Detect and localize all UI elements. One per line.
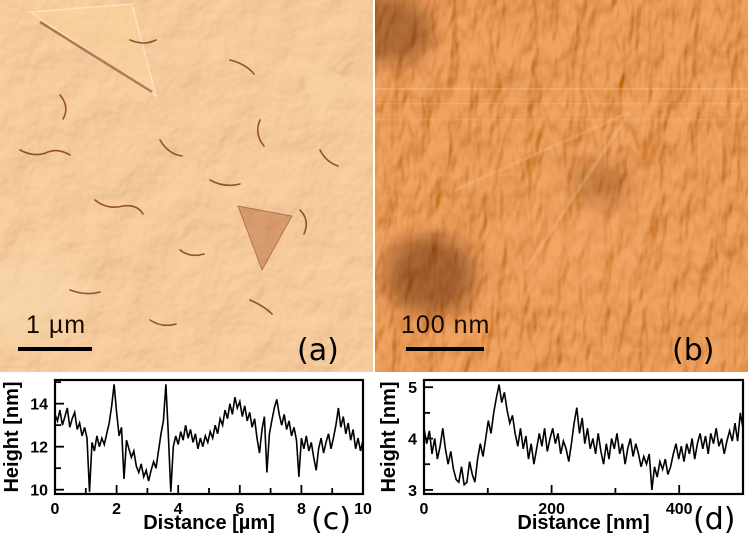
- y-tick-label: 5: [408, 380, 417, 397]
- chart-d-yaxis-title: Height [nm]: [378, 381, 400, 493]
- afm-b-shading: [375, 0, 645, 315]
- y-tick-label: 10: [30, 483, 48, 500]
- panel-letter-c: (c): [311, 502, 351, 537]
- scalebar-label-b: 100 nm: [401, 311, 491, 339]
- panel-letter-a: (a): [297, 333, 339, 368]
- afm-image-b: [375, 0, 748, 372]
- x-tick-label: 0: [420, 501, 429, 518]
- afm-texture-b: [375, 0, 748, 372]
- panel-letter-d: (d): [693, 502, 736, 537]
- x-tick-label: 2: [112, 501, 121, 518]
- afm-b-terrace-edges: [454, 110, 632, 271]
- x-tick-label: 10: [354, 501, 372, 518]
- x-tick-label: 0: [51, 501, 60, 518]
- chart-c-height-profile: 0 2 4 6 8 10 10 12 14: [30, 378, 372, 518]
- chart-d-height-profile: 0 200 400 3 4 5: [408, 378, 745, 518]
- afm-a-bright-patch: [0, 252, 90, 348]
- chart-c-trace: [54, 384, 364, 492]
- chart-c-xaxis-title: Distance [µm]: [143, 512, 275, 534]
- scalebar-line-a: [18, 347, 92, 351]
- afm-b-scanline-artifacts: [375, 88, 748, 121]
- x-tick-label: 200: [538, 501, 565, 518]
- afm-image-a: [0, 0, 373, 372]
- x-tick-label: 4: [174, 501, 183, 518]
- panel-letter-b: (b): [672, 333, 715, 368]
- chart-d-frame: [422, 378, 745, 496]
- x-tick-label: 8: [297, 501, 306, 518]
- afm-a-grain-boundaries: [19, 39, 339, 327]
- x-tick-label: 400: [666, 501, 693, 518]
- chart-c-yaxis-title: Height [nm]: [1, 381, 23, 493]
- chart-d-xaxis-title: Distance [nm]: [517, 512, 650, 534]
- y-tick-label: 12: [30, 440, 48, 457]
- y-tick-label: 3: [408, 483, 417, 500]
- scalebar-label-a: 1 µm: [26, 311, 87, 339]
- afm-texture-a: [0, 0, 373, 372]
- scalebar-line-b: [406, 347, 484, 351]
- afm-a-triangle-defects: [27, 3, 348, 282]
- y-tick-label: 14: [30, 397, 48, 414]
- x-tick-label: 6: [235, 501, 244, 518]
- chart-c-frame: [53, 378, 365, 496]
- chart-d-trace: [423, 384, 744, 490]
- y-tick-label: 4: [408, 432, 417, 449]
